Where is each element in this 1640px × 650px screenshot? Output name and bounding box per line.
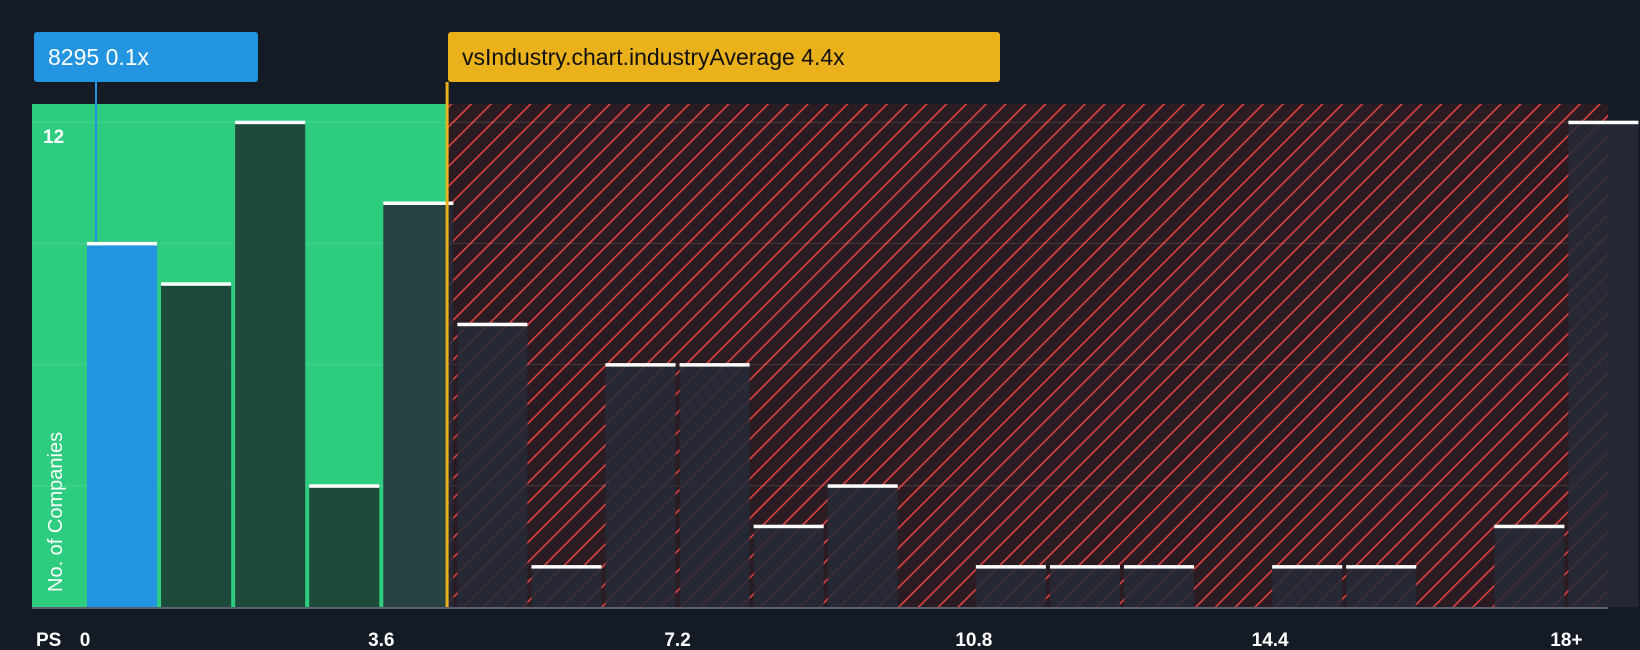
histogram-bar [531, 566, 602, 607]
company-ps-value: 0.1x [105, 44, 150, 70]
y-tick-label-12: 12 [43, 127, 64, 148]
histogram-bar-cap [1346, 565, 1417, 569]
histogram-bar-cap [531, 565, 602, 569]
histogram-bars [87, 120, 1639, 607]
histogram-bar-cap [457, 322, 528, 327]
histogram-bar [1346, 566, 1417, 607]
histogram-bar [457, 324, 528, 607]
x-tick-label: 3.6 [368, 630, 394, 650]
industry-average-value: 4.4x [801, 44, 845, 70]
industry-average-label: vsIndustry.chart.industryAverage [462, 44, 795, 70]
company-callout: 8295 0.1x [34, 32, 258, 82]
histogram-bar [827, 485, 898, 607]
histogram-bar [235, 122, 306, 607]
histogram-bar-cap [383, 201, 454, 205]
histogram-bar-cap [679, 363, 750, 367]
histogram-bar [1123, 566, 1195, 607]
histogram-bar [161, 283, 232, 607]
histogram-bar [309, 485, 380, 607]
histogram-bar-cap [827, 484, 898, 488]
histogram-bar-cap [161, 282, 232, 286]
x-tick-label: 18+ [1550, 630, 1582, 650]
histogram-bar [383, 203, 454, 607]
histogram-bar-cap [1123, 565, 1195, 569]
histogram-bar-cap [1568, 120, 1639, 125]
histogram-bar [975, 566, 1046, 607]
histogram-bar-cap [309, 484, 380, 488]
histogram-bar [605, 364, 676, 607]
industry-average-callout: vsIndustry.chart.industryAverage 4.4x [448, 32, 1000, 82]
histogram-bar-cap [975, 565, 1046, 569]
histogram-bar-cap [753, 524, 824, 529]
x-tick-label: 10.8 [955, 630, 992, 650]
histogram-bar-cap [605, 363, 676, 367]
histogram-bar [1494, 526, 1565, 607]
histogram-bar [1568, 122, 1639, 607]
x-axis-label: PS [36, 630, 61, 650]
x-tick-label: 14.4 [1252, 630, 1289, 650]
histogram-bar [679, 364, 750, 607]
x-tick-label: 0 [80, 630, 91, 650]
histogram-bar-cap [1494, 524, 1565, 529]
histogram-bar-cap [87, 241, 158, 246]
histogram-bar [753, 526, 824, 607]
histogram-bar [1272, 566, 1343, 607]
histogram-bar-cap [1272, 565, 1343, 569]
histogram-bar [87, 243, 158, 607]
x-tick-labels: 0 3.6 7.2 10.8 14.4 18+ [80, 630, 1583, 650]
histogram-bar-cap [235, 120, 306, 125]
company-ticker: 8295 [48, 44, 100, 70]
histogram-bar-cap [1049, 565, 1120, 569]
x-tick-label: 7.2 [664, 630, 690, 650]
histogram-bar [1049, 566, 1120, 607]
y-axis-label: No. of Companies [45, 432, 67, 592]
